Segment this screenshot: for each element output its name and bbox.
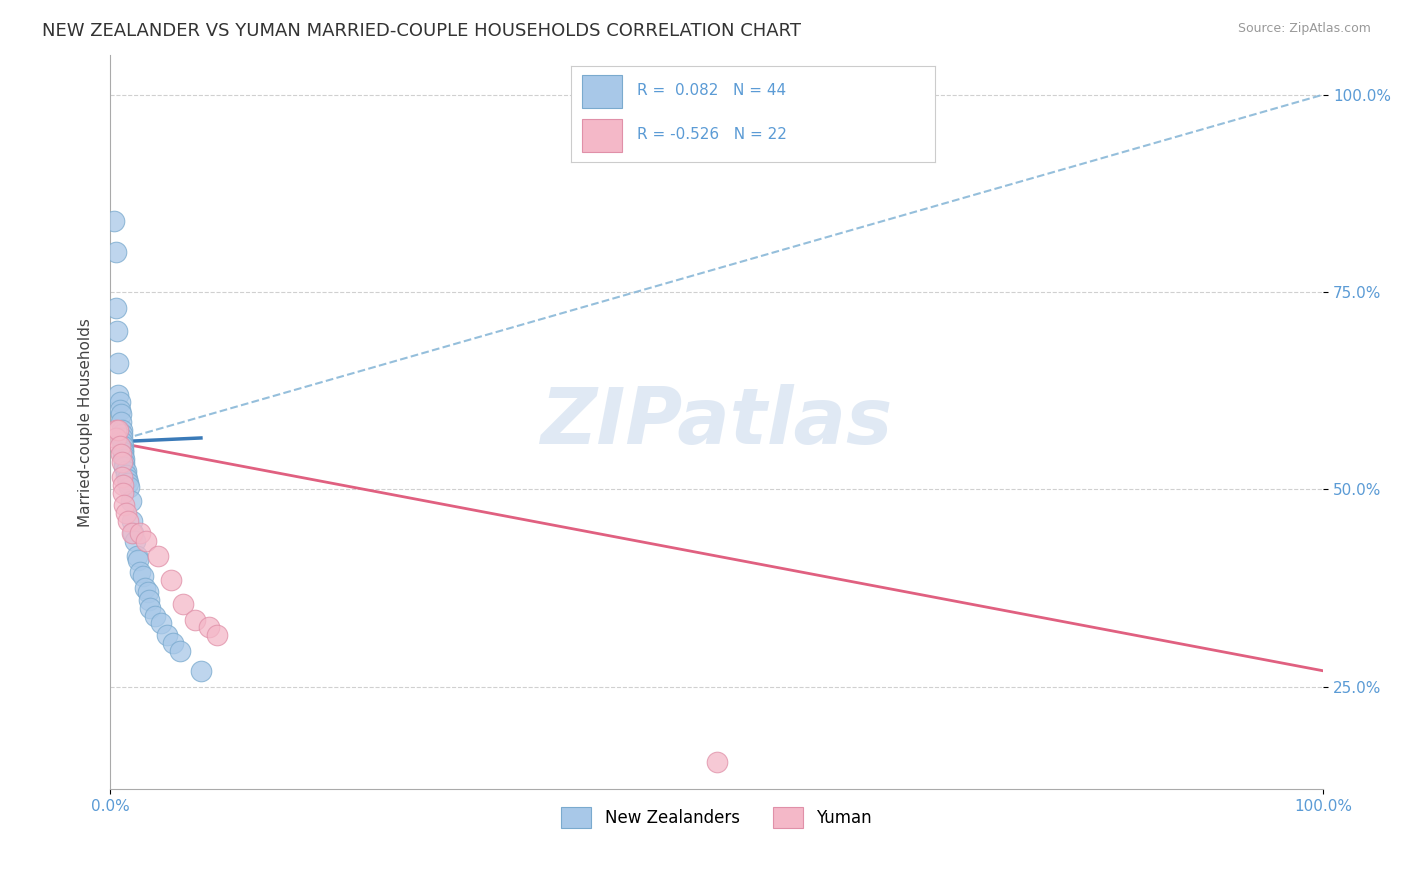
Point — [135, 533, 157, 548]
Point — [114, 456, 136, 470]
Point — [120, 494, 142, 508]
Point — [121, 514, 143, 528]
Point — [112, 442, 135, 457]
Y-axis label: Married-couple Households: Married-couple Households — [79, 318, 93, 526]
Point — [149, 616, 172, 631]
Point — [108, 439, 131, 453]
Point — [129, 525, 152, 540]
Point — [110, 447, 132, 461]
Point — [190, 664, 212, 678]
Point — [124, 533, 146, 548]
Point — [114, 452, 136, 467]
Point — [125, 549, 148, 564]
Point — [108, 403, 131, 417]
Point — [184, 613, 207, 627]
Point — [114, 498, 136, 512]
Point — [156, 628, 179, 642]
Point — [129, 565, 152, 579]
Point — [172, 597, 194, 611]
Point — [162, 636, 184, 650]
Point — [105, 325, 128, 339]
Legend: New Zealanders, Yuman: New Zealanders, Yuman — [553, 799, 880, 836]
Point — [148, 549, 170, 564]
Point — [111, 423, 134, 437]
Point — [107, 423, 129, 437]
Point — [138, 592, 160, 607]
Text: Source: ZipAtlas.com: Source: ZipAtlas.com — [1237, 22, 1371, 36]
Text: ZIPatlas: ZIPatlas — [540, 384, 893, 460]
Point — [111, 434, 134, 449]
Point — [118, 480, 141, 494]
Point — [112, 448, 135, 462]
Point — [110, 415, 132, 429]
Point — [112, 439, 135, 453]
Point — [107, 387, 129, 401]
Point — [112, 486, 135, 500]
Point — [169, 644, 191, 658]
Point — [117, 475, 139, 490]
Point — [112, 445, 135, 459]
Point — [111, 427, 134, 442]
Point — [111, 470, 134, 484]
Point — [110, 407, 132, 421]
Point — [108, 395, 131, 409]
Point — [117, 514, 139, 528]
Text: NEW ZEALANDER VS YUMAN MARRIED-COUPLE HOUSEHOLDS CORRELATION CHART: NEW ZEALANDER VS YUMAN MARRIED-COUPLE HO… — [42, 22, 801, 40]
Point — [159, 573, 181, 587]
Point — [136, 585, 159, 599]
Point — [105, 423, 128, 437]
Point — [198, 620, 221, 634]
Point — [105, 431, 128, 445]
Point — [121, 525, 143, 540]
Point — [114, 464, 136, 478]
Point — [706, 755, 728, 769]
Point — [127, 553, 149, 567]
Point — [122, 525, 145, 540]
Point — [111, 455, 134, 469]
Point — [205, 628, 228, 642]
Point — [139, 600, 162, 615]
Point — [105, 245, 128, 260]
Point — [112, 478, 135, 492]
Point — [105, 301, 128, 315]
Point — [134, 581, 156, 595]
Point — [131, 569, 153, 583]
Point — [107, 356, 129, 370]
Point — [114, 506, 136, 520]
Point — [111, 431, 134, 445]
Point — [114, 468, 136, 483]
Point — [114, 460, 136, 475]
Point — [115, 472, 138, 486]
Point — [143, 608, 166, 623]
Point — [103, 214, 125, 228]
